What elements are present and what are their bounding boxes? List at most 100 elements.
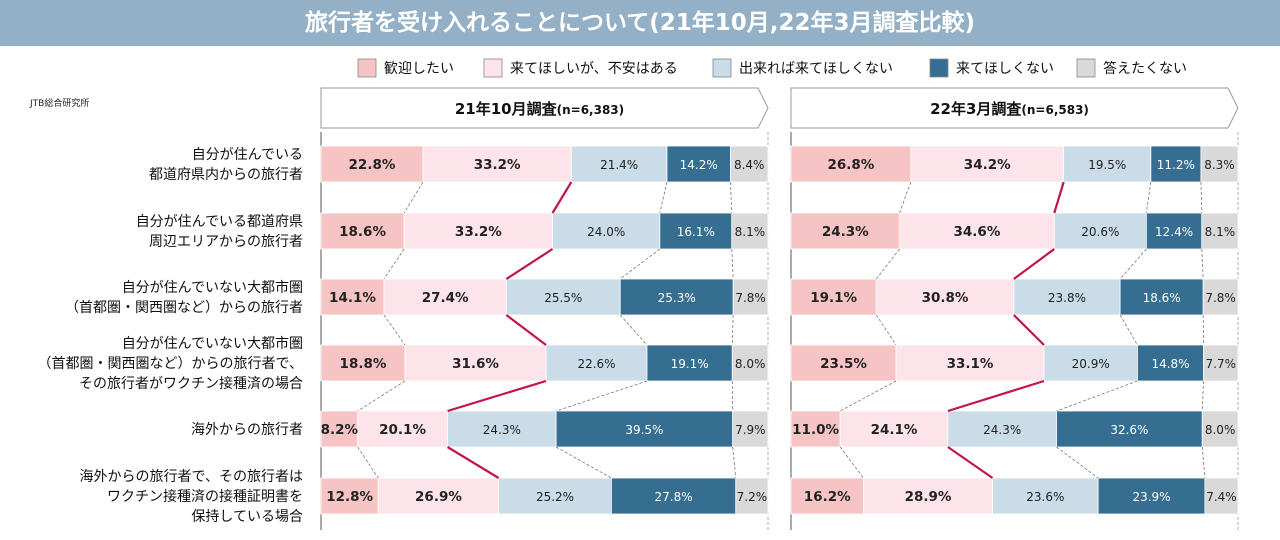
label-p1-r5-s5: 7.9% — [735, 423, 766, 437]
label-p1-r5-s3: 24.3% — [483, 423, 521, 437]
bar-p1-r5-s2 — [357, 410, 448, 448]
label-p1-r6-s1: 12.8% — [326, 489, 373, 505]
chart-title: 旅行者を受け入れることについて(21年10月,22年3月調査比較) — [304, 10, 976, 36]
connector-p2-r3-b2 — [1013, 314, 1045, 346]
bar-p2-r3-s5 — [1202, 278, 1239, 316]
row-label-4-line-1: 自分が住んでいない大都市圏 — [122, 335, 303, 352]
label-p1-r5-s4: 39.5% — [625, 423, 663, 437]
label-p2-r2-s4: 12.4% — [1155, 225, 1193, 239]
connector-p2-r4-b4 — [1201, 380, 1204, 412]
label-p2-r4-s5: 7.7% — [1206, 357, 1237, 371]
label-p2-r6-s5: 7.4% — [1206, 490, 1237, 504]
connector-p2-r1-b1 — [899, 181, 912, 214]
legend-swatch-1 — [357, 58, 377, 78]
bar-p2-r6-s4 — [1097, 477, 1206, 515]
connector-p2-r5-b4 — [1201, 446, 1206, 479]
connector-p2-r4-b3 — [1056, 380, 1138, 412]
connector-p1-r2-b2 — [505, 248, 554, 280]
bar-p1-r5-s3 — [447, 410, 557, 448]
label-p1-r3-s5: 7.8% — [735, 291, 766, 305]
connector-p2-r5-b1 — [839, 446, 864, 479]
connector-p2-r5-b3 — [1056, 446, 1099, 479]
connector-p1-r4-b2 — [447, 379, 547, 413]
label-p1-r3-s3: 25.5% — [544, 291, 582, 305]
source-label: JTB総合研究所 — [29, 97, 89, 109]
bar-p2-r5-s2 — [839, 410, 949, 448]
panel-header-1 — [320, 87, 769, 129]
legend-label-2: 来てほしいが、不安はある — [510, 61, 678, 77]
connector-p1-r1-b4 — [730, 181, 733, 214]
bar-p2-r2-s3 — [1053, 212, 1147, 250]
connector-p2-r3-b1 — [875, 314, 897, 346]
bar-p2-r4-s2 — [895, 344, 1045, 382]
label-p2-r4-s4: 14.8% — [1151, 357, 1189, 371]
bar-p2-r4-s5 — [1203, 344, 1239, 382]
label-p2-r1-s4: 11.2% — [1157, 158, 1195, 172]
panel-title-main-2: 22年3月調査 — [930, 100, 1022, 118]
bar-p1-r3-s2 — [383, 278, 507, 316]
connector-p1-r2-b3 — [619, 248, 661, 280]
label-p2-r3-s5: 7.8% — [1205, 291, 1236, 305]
bar-p1-r6-s1 — [320, 477, 379, 515]
bar-p1-r4-s2 — [404, 344, 547, 382]
bar-p2-r3-s1 — [790, 278, 877, 316]
label-p1-r1-s5: 8.4% — [734, 158, 765, 172]
row-label-3-line-2: （首都圏・関西圏など）からの旅行者 — [65, 300, 303, 316]
connector-p2-r2-b3 — [1119, 248, 1147, 280]
label-p1-r2-s5: 8.1% — [735, 225, 766, 239]
legend-label-3: 出来れば来てほしくない — [739, 61, 893, 77]
label-p2-r4-s3: 20.9% — [1072, 357, 1110, 371]
label-p2-r5-s3: 24.3% — [983, 423, 1021, 437]
bar-p2-r6-s3 — [992, 477, 1099, 515]
bar-p2-r3-s3 — [1013, 278, 1121, 316]
label-p1-r6-s4: 27.8% — [655, 490, 693, 504]
row-label-1-line-1: 自分が住んでいる — [192, 147, 303, 163]
panel-title-main-1: 21年10月調査 — [455, 100, 558, 118]
bar-p1-r4-s5 — [731, 344, 769, 382]
bar-p1-r6-s2 — [377, 477, 500, 515]
label-p1-r3-s1: 14.1% — [329, 290, 376, 306]
label-p1-r2-s1: 18.6% — [339, 224, 386, 240]
label-p2-r5-s4: 32.6% — [1110, 423, 1148, 437]
bar-p1-r2-s5 — [731, 212, 769, 250]
label-p1-r1-s2: 33.2% — [474, 157, 521, 173]
panel-header-2 — [790, 87, 1239, 129]
label-p1-r2-s2: 33.2% — [455, 224, 502, 240]
bar-p2-r3-s4 — [1119, 278, 1204, 316]
bar-p1-r6-s3 — [498, 477, 612, 515]
connector-p2-r1-b4 — [1200, 181, 1203, 214]
bar-p2-r2-s4 — [1145, 212, 1203, 250]
label-p1-r2-s4: 16.1% — [677, 225, 715, 239]
bar-p2-r5-s5 — [1201, 410, 1239, 448]
connector-p1-r2-b4 — [731, 248, 734, 280]
bar-p1-r1-s4 — [666, 145, 731, 183]
bar-p2-r4-s4 — [1137, 344, 1204, 382]
label-p2-r5-s1: 11.0% — [792, 422, 839, 438]
label-p2-r6-s4: 23.9% — [1132, 490, 1170, 504]
legend-label-5: 答えたくない — [1103, 60, 1187, 77]
connector-p1-r1-b3 — [659, 181, 668, 214]
label-p1-r2-s3: 24.0% — [587, 225, 625, 239]
connector-p1-r4-b3 — [555, 380, 648, 412]
row-label-4-line-2: （首都圏・関西圏など）からの旅行者で、 — [38, 356, 303, 372]
bar-p1-r2-s1 — [320, 212, 405, 250]
label-p1-r3-s2: 27.4% — [422, 290, 469, 306]
bar-p2-r1-s2 — [910, 145, 1065, 183]
bar-p2-r6-s1 — [790, 477, 864, 515]
connector-p1-r1-b2 — [551, 181, 573, 214]
panel-title-1: 21年10月調査(n=6,383) — [455, 100, 624, 118]
title-bar: 旅行者を受け入れることについて(21年10月,22年3月調査比較) — [0, 0, 1280, 46]
row-label-6-line-3: 保持している場合 — [191, 509, 303, 525]
label-p1-r5-s2: 20.1% — [379, 422, 426, 438]
connector-p2-r2-b1 — [875, 248, 900, 280]
label-p2-r4-s2: 33.1% — [947, 356, 994, 372]
bar-p1-r3-s5 — [732, 278, 769, 316]
label-p2-r4-s1: 23.5% — [820, 356, 867, 372]
connector-p2-r2-b2 — [1013, 248, 1055, 280]
bar-p1-r4-s1 — [320, 344, 406, 382]
label-p2-r3-s2: 30.8% — [922, 290, 969, 306]
panel-title-2: 22年3月調査(n=6,583) — [930, 100, 1089, 118]
connector-p2-r1-b2 — [1053, 181, 1065, 214]
label-p2-r6-s1: 16.2% — [804, 489, 851, 505]
connector-p1-r5-b3 — [555, 446, 612, 479]
